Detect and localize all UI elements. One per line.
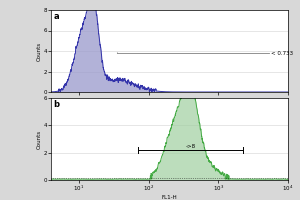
Y-axis label: Counts: Counts <box>37 129 42 149</box>
Text: a: a <box>53 12 59 21</box>
Y-axis label: Counts: Counts <box>37 41 42 61</box>
Text: b: b <box>53 100 59 109</box>
Text: < 0.733: < 0.733 <box>271 51 292 56</box>
X-axis label: FL1-H: FL1-H <box>162 195 177 200</box>
Text: ->8: ->8 <box>185 144 196 149</box>
